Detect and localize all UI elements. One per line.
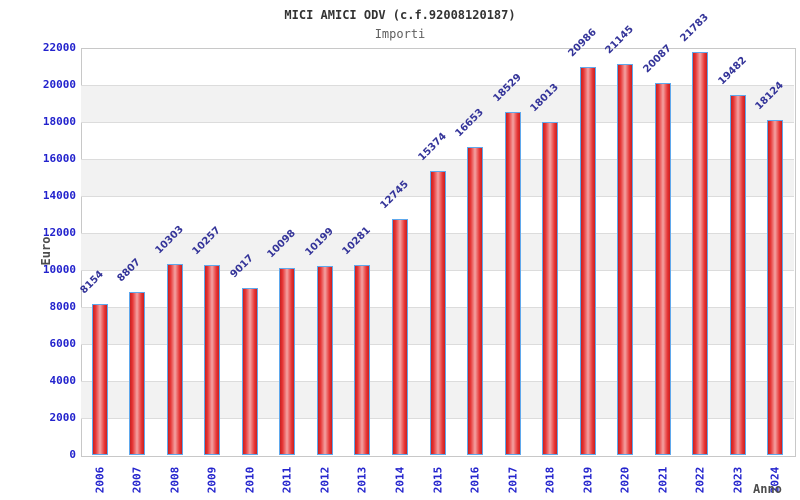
x-axis-label: 2013 — [355, 466, 369, 494]
x-axis-label: 2023 — [731, 466, 745, 494]
bar — [317, 266, 333, 455]
x-axis-label: 2009 — [205, 466, 219, 494]
bar — [129, 292, 145, 455]
y-axis-label: 2000 — [49, 411, 77, 424]
x-axis-label: 2022 — [693, 466, 707, 494]
y-axis-label: 6000 — [49, 337, 77, 350]
x-axis-label: 2012 — [318, 466, 332, 494]
bar — [430, 171, 446, 455]
bar — [242, 288, 258, 455]
y-axis-label: 10000 — [42, 263, 76, 276]
x-axis-label: 2016 — [468, 466, 482, 494]
x-axis-label: 2015 — [431, 466, 445, 494]
x-axis-label: 2010 — [243, 466, 257, 494]
bar — [204, 265, 220, 455]
bar — [392, 219, 408, 455]
bar — [279, 268, 295, 455]
y-axis-title: Euro — [39, 236, 53, 266]
y-axis-label: 4000 — [49, 374, 77, 387]
y-axis-label: 12000 — [42, 226, 76, 239]
x-axis-label: 2018 — [543, 466, 557, 494]
y-axis-label: 14000 — [42, 189, 76, 202]
x-axis-label: 2006 — [93, 466, 107, 494]
x-axis-label: 2021 — [656, 466, 670, 494]
chart-subtitle: Importi — [374, 27, 426, 41]
bar — [505, 112, 521, 455]
y-axis-label: 0 — [69, 448, 76, 461]
x-axis-label: 2007 — [130, 466, 144, 494]
x-axis-label: 2011 — [280, 466, 294, 494]
x-axis-label: 2008 — [168, 466, 182, 494]
bar — [542, 122, 558, 455]
bar — [580, 67, 596, 455]
grid-band — [81, 85, 794, 122]
bar — [354, 265, 370, 455]
y-axis-label: 18000 — [42, 115, 76, 128]
y-axis-label: 8000 — [49, 300, 77, 313]
y-axis-label: 20000 — [42, 78, 76, 91]
bar — [92, 304, 108, 455]
bar — [767, 120, 783, 455]
bar — [655, 83, 671, 455]
y-axis-label: 22000 — [42, 41, 76, 54]
x-axis-label: 2017 — [506, 466, 520, 494]
chart-title: MICI AMICI ODV (c.f.92008120187) — [284, 8, 516, 22]
x-axis-title: Anno — [753, 482, 782, 496]
bar — [692, 52, 708, 455]
x-axis-label: 2014 — [393, 466, 407, 494]
grid-band — [81, 122, 794, 159]
x-axis-label: 2020 — [618, 466, 632, 494]
x-axis-label: 2019 — [581, 466, 595, 494]
bar — [730, 95, 746, 455]
bar — [617, 64, 633, 455]
bar — [167, 264, 183, 455]
bar — [467, 147, 483, 455]
y-axis-label: 16000 — [42, 152, 76, 165]
grid-band — [81, 48, 794, 85]
